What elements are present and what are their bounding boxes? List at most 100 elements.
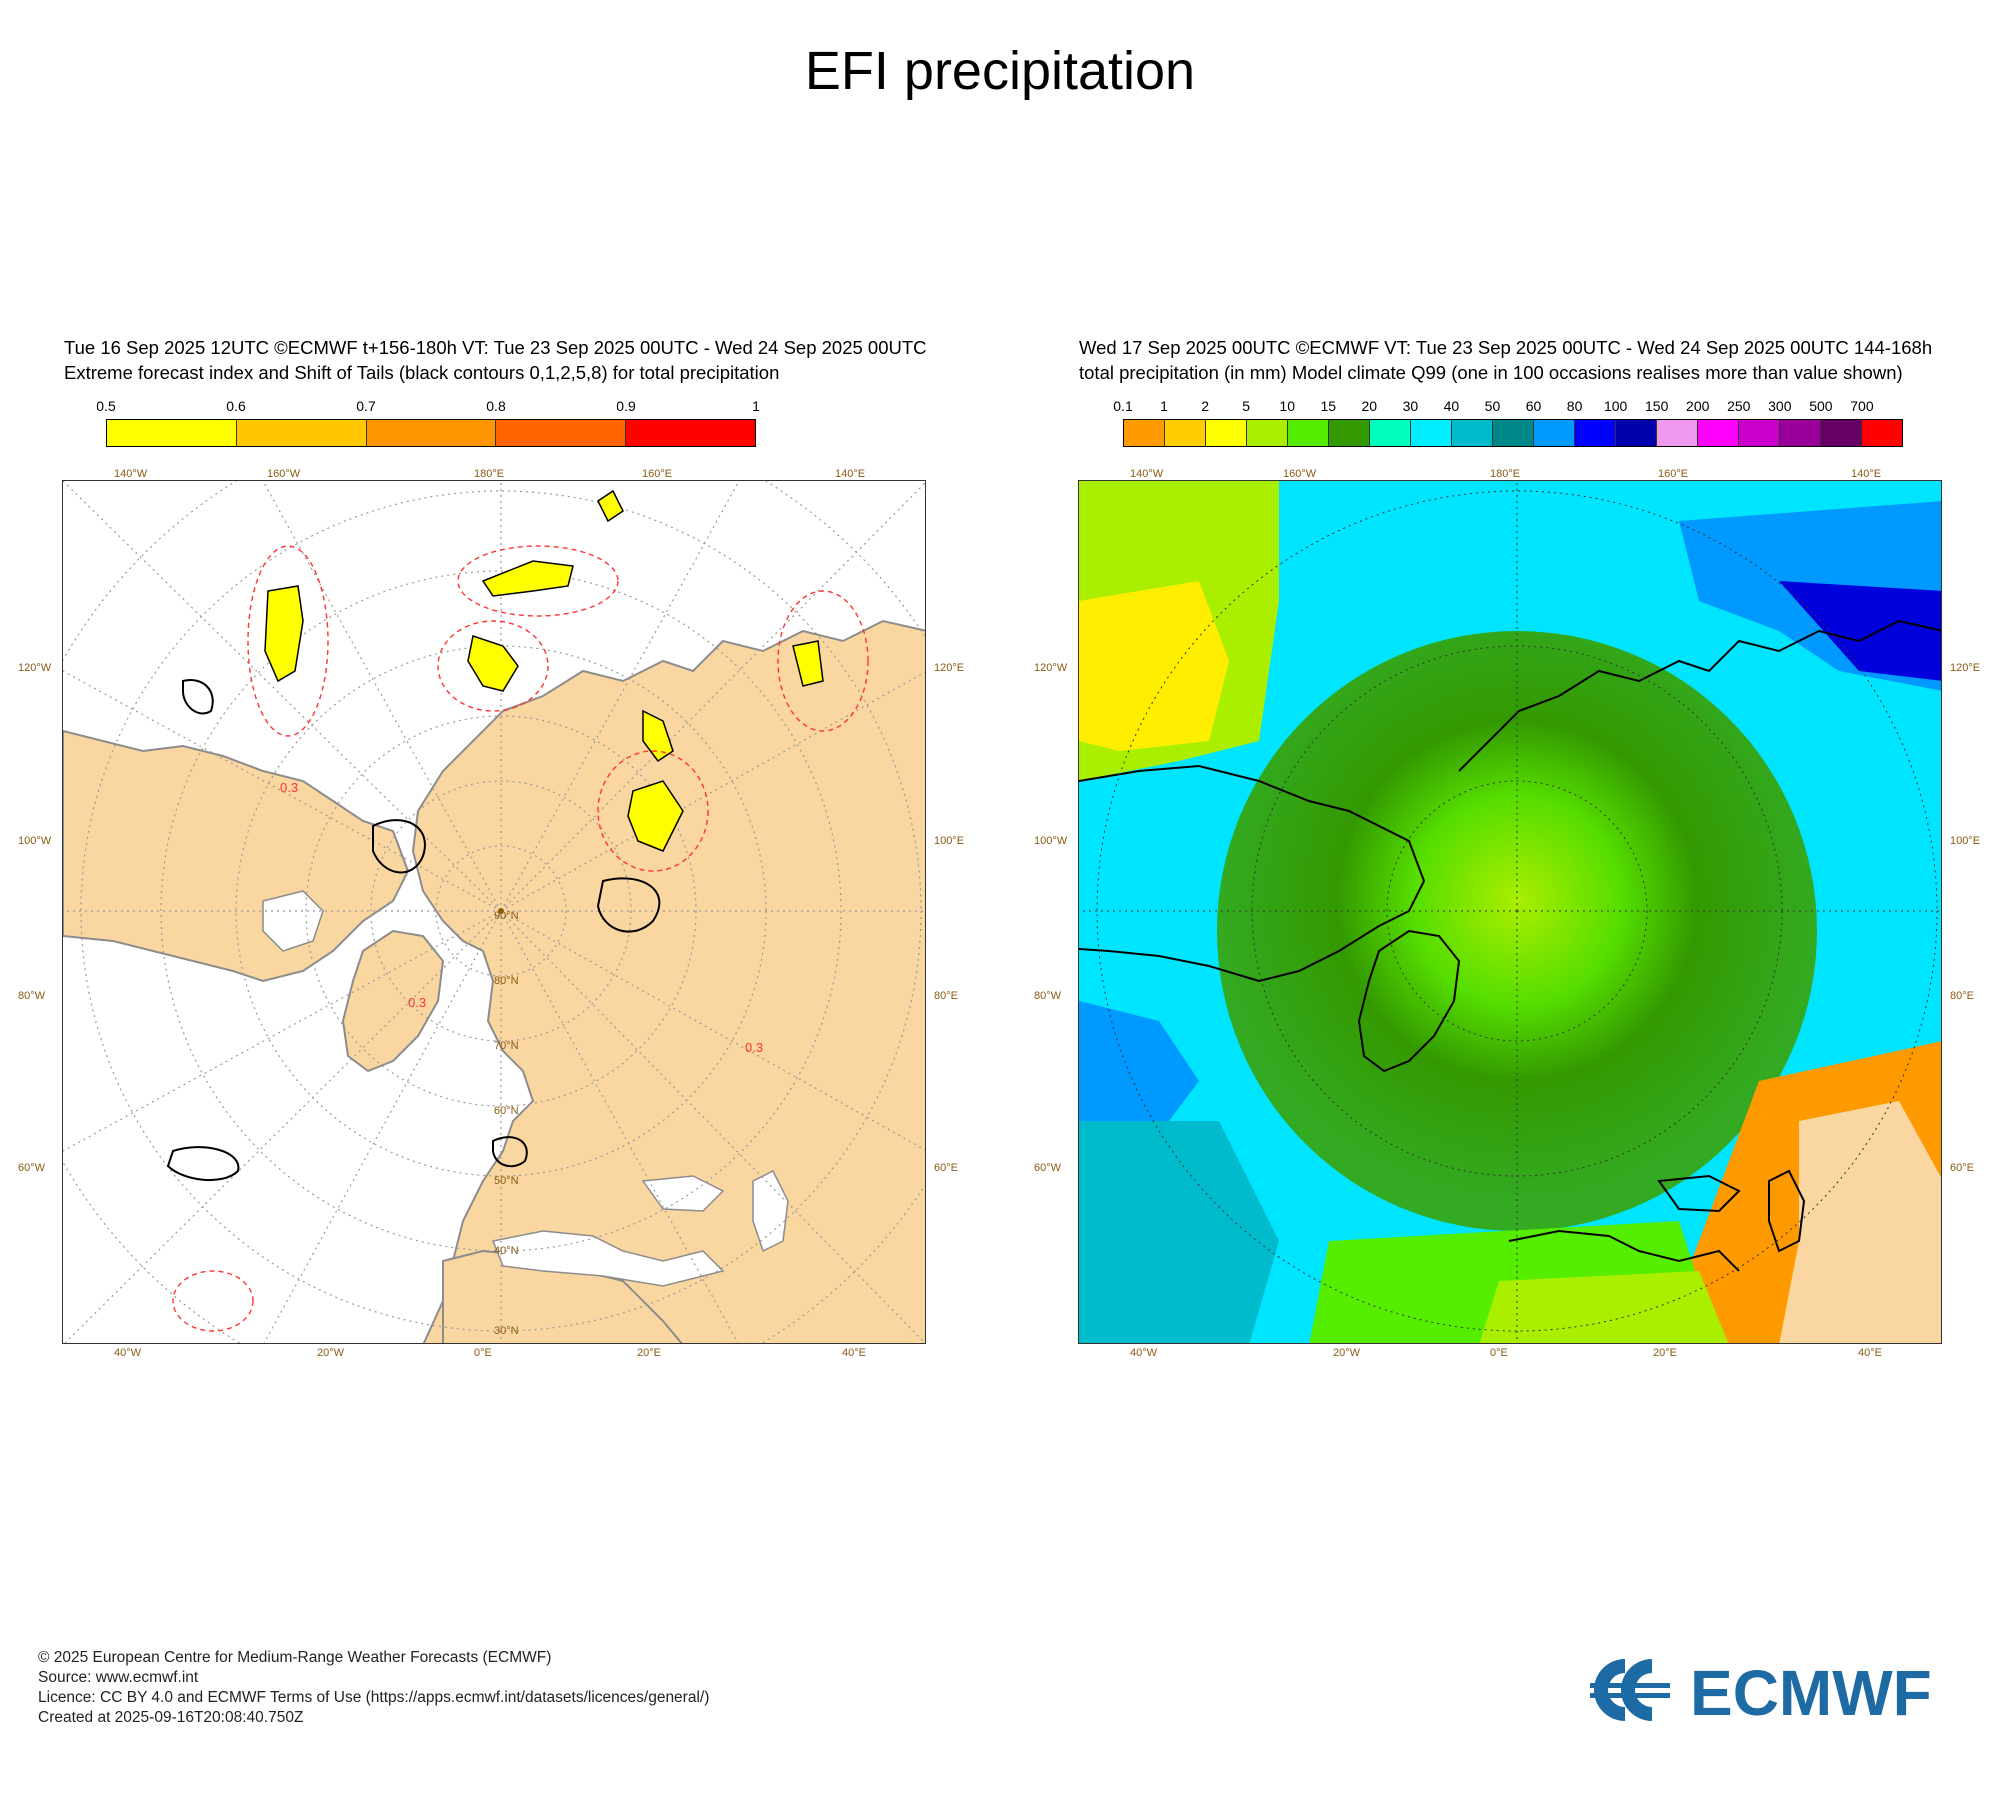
efi-patches	[264, 489, 824, 852]
colorbar-tick-label: 0.7	[356, 398, 376, 414]
hudson-bay	[262, 890, 324, 952]
graticule	[63, 481, 925, 1343]
colorbar-tick-label: 0.5	[96, 398, 116, 414]
map-axis-label: 40°W	[114, 1347, 142, 1359]
map-axis-label: 120°W	[1034, 662, 1068, 674]
parallel-label: 60°N	[494, 1105, 519, 1117]
map-axis-label: 0°E	[474, 1347, 492, 1359]
q99-map[interactable]	[1078, 480, 1942, 1344]
parallel-label: 70°N	[494, 1040, 519, 1052]
caspian-sea	[752, 1169, 789, 1253]
sot-contour	[372, 819, 426, 874]
colorbar-tick-label: 100	[1603, 398, 1628, 414]
colorbar-swatch	[1575, 420, 1616, 446]
colorbar-swatch	[236, 420, 367, 446]
footer-licence[interactable]: Licence: CC BY 4.0 and ECMWF Terms of Us…	[38, 1689, 710, 1706]
colorbar-tick-label: 500	[1809, 398, 1833, 414]
colorbar-swatch	[1124, 420, 1165, 446]
colorbar-tick-label: 20	[1361, 398, 1378, 414]
parallel-label: 80°N	[494, 975, 519, 987]
colorbar-swatch	[1493, 420, 1534, 446]
map-axis-label: 60°W	[1034, 1162, 1062, 1174]
colorbar-tick-label: 1	[752, 398, 760, 414]
colorbar-swatch	[107, 420, 237, 446]
colorbar-tick-label: 10	[1279, 398, 1295, 414]
sot-contour	[166, 1146, 240, 1182]
colorbar-swatch	[626, 420, 755, 446]
colorbar-tick-label: 2	[1201, 398, 1209, 414]
map-axis-label: 20°E	[1653, 1347, 1677, 1359]
colorbar-tick-label: 700	[1850, 398, 1874, 414]
colorbar-tick-label: 250	[1727, 398, 1751, 414]
north-america-land	[63, 729, 410, 983]
footer-created: Created at 2025-09-16T20:08:40.750Z	[38, 1709, 304, 1726]
colorbar-swatch	[1780, 420, 1821, 446]
q99-map-canvas	[1079, 481, 1941, 1343]
colorbar-tick-label: 0.1	[1113, 398, 1133, 414]
map-axis-label: 40°W	[1130, 1347, 1158, 1359]
map-axis-label: 140°E	[835, 468, 866, 480]
map-axis-label: 100°E	[934, 835, 965, 847]
map-axis-label: 120°E	[1950, 662, 1981, 674]
q99-header-line2: total precipitation (in mm) Model climat…	[1079, 362, 1903, 383]
colorbar-tick-label: 0.9	[616, 398, 636, 414]
land-masses	[63, 619, 925, 1343]
map-axis-label: 40°E	[842, 1347, 866, 1359]
colorbar-tick-label: 0.6	[226, 398, 246, 414]
colorbar-tick-label: 15	[1320, 398, 1337, 414]
colorbar-tick-label: 30	[1402, 398, 1419, 414]
footer-copyright: © 2025 European Centre for Medium-Range …	[38, 1649, 552, 1666]
footer-source: Source: www.ecmwf.int	[38, 1669, 199, 1686]
colorbar-tick-label: 1	[1160, 398, 1168, 414]
colorbar-swatch	[1452, 420, 1493, 446]
colorbar-swatch	[496, 420, 627, 446]
sot-contour	[492, 1136, 528, 1168]
colorbar-swatch	[366, 420, 497, 446]
map-axis-label: 100°E	[1950, 835, 1981, 847]
northeast-core	[1779, 581, 1941, 681]
colorbar-tick-label: 5	[1242, 398, 1251, 414]
colorbar-swatch	[1862, 420, 1902, 446]
efi-patch	[467, 635, 519, 692]
efi-header-line2: Extreme forecast index and Shift of Tail…	[64, 362, 780, 383]
map-axis-label: 60°E	[1950, 1162, 1974, 1174]
ecmwf-logo: ECMWF	[1590, 1657, 1932, 1725]
efi-map[interactable]	[62, 480, 926, 1344]
inland-seas	[262, 890, 789, 1287]
colorbar-tick-label: 0.8	[486, 398, 506, 414]
west-dry-zone	[1079, 581, 1229, 751]
efi-patch	[597, 489, 624, 523]
map-axis-label: 20°W	[1333, 1347, 1361, 1359]
map-axis-label: 40°E	[1858, 1347, 1882, 1359]
map-axis-label: 80°E	[1950, 990, 1974, 1002]
colorbar-tick-label: 50	[1484, 398, 1501, 414]
colorbar-swatch	[1657, 420, 1698, 446]
efi-contours	[172, 545, 869, 1332]
colorbar-swatch	[1288, 420, 1329, 446]
efi-header-line1: Tue 16 Sep 2025 12UTC ©ECMWF t+156-180h …	[64, 337, 927, 358]
colorbar-swatch	[1821, 420, 1862, 446]
map-axis-label: 60°W	[18, 1162, 46, 1174]
teal-band	[1079, 1121, 1279, 1343]
map-axis-label: 140°W	[114, 468, 148, 480]
efi-contour-label: 0.3	[408, 995, 427, 1010]
eurasia-land	[411, 619, 925, 1343]
ecmwf-logo-text: ECMWF	[1690, 1657, 1932, 1725]
parallel-label: 90°N	[494, 910, 519, 922]
efi-patch	[642, 709, 674, 763]
efi-colorbar-labels: 0.5 0.6 0.7 0.8 0.9 1	[96, 398, 760, 416]
map-axis-label: 120°E	[934, 662, 965, 674]
map-axis-label: 160°W	[1283, 468, 1317, 480]
north-pole-marker	[498, 908, 504, 914]
efi-colorbar	[106, 419, 756, 447]
colorbar-swatch	[1534, 420, 1575, 446]
colorbar-swatch	[1698, 420, 1739, 446]
map-axis-label: 160°E	[1658, 468, 1689, 480]
map-axis-label: 20°W	[317, 1347, 345, 1359]
colorbar-tick-label: 40	[1443, 398, 1460, 414]
south-yellow-belt	[1479, 1271, 1729, 1343]
parallel-label: 30°N	[494, 1325, 519, 1337]
map-axis-label: 100°W	[18, 835, 52, 847]
southwest-heavy	[1079, 1001, 1199, 1121]
map-axis-label: 80°W	[1034, 990, 1062, 1002]
